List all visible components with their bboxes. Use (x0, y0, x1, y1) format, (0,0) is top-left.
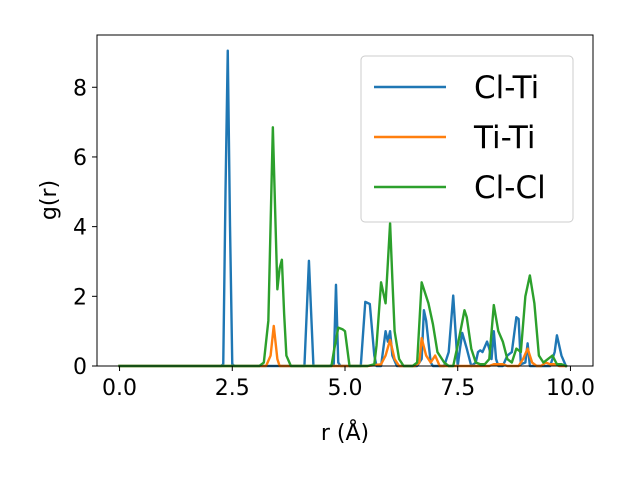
y-tick-label: 4 (73, 216, 87, 241)
legend-frame (360, 55, 574, 223)
x-tick-label: 5.0 (328, 376, 363, 401)
legend-label: Cl-Cl (474, 170, 546, 206)
y-tick-label: 0 (73, 355, 87, 380)
y-axis: 0 2 4 6 8 (73, 76, 97, 380)
x-tick-label: 0.0 (102, 376, 137, 401)
x-axis-label: r (Å) (321, 419, 369, 446)
y-axis-label: g(r) (37, 180, 62, 220)
series-line-cl-cl (118, 126, 568, 368)
legend-entries: Cl-Ti Ti-Ti Cl-Cl (374, 70, 546, 206)
x-axis: 0.0 2.5 5.0 7.5 10.0 (102, 366, 595, 401)
y-tick-label: 6 (73, 146, 87, 171)
y-tick-label: 8 (73, 76, 87, 101)
x-tick-label: 2.5 (215, 376, 250, 401)
legend: Cl-Ti Ti-Ti Cl-Cl (360, 55, 574, 223)
x-tick-label: 7.5 (440, 376, 475, 401)
y-tick-label: 2 (73, 285, 87, 310)
x-tick-label: 10.0 (546, 376, 595, 401)
legend-label: Ti-Ti (473, 120, 536, 156)
legend-label: Cl-Ti (474, 70, 539, 106)
